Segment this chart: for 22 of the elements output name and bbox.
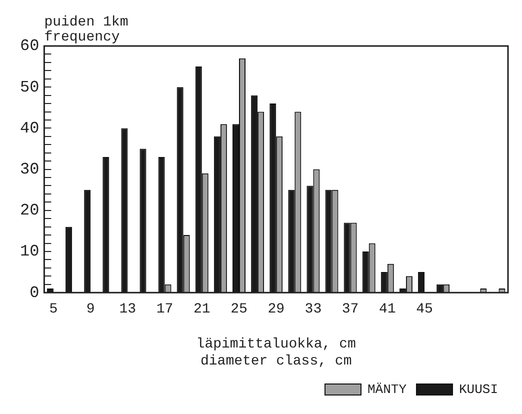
x-tick-label: 29 [268, 302, 285, 318]
y-tick-label: 50 [20, 78, 40, 96]
x-tick-label: 13 [119, 302, 136, 318]
x-tick-label: 45 [416, 302, 433, 318]
y-tick-label: 60 [20, 37, 40, 56]
y-tick-label: 20 [20, 202, 40, 220]
legend-label: MÄNTY [367, 382, 407, 397]
x-tick-label: 33 [304, 302, 322, 318]
y-tick-label: 30 [20, 160, 40, 179]
y-tick-label: 40 [20, 119, 40, 138]
y-axis-title: puiden 1km frequency [44, 14, 128, 46]
x-axis-title: läpimittaluokka, cm diameter class, cm [196, 336, 356, 370]
x-tick-label: 17 [156, 302, 174, 318]
x-tick-label: 9 [86, 302, 95, 318]
x-tick-label: 5 [49, 302, 58, 318]
y-tick-label: 0 [30, 284, 40, 302]
x-tick-label: 25 [230, 302, 248, 318]
x-tick-label: 21 [193, 302, 210, 318]
x-tick-label: 37 [342, 302, 359, 318]
y-tick-label: 10 [20, 242, 40, 261]
x-tick-label: 41 [379, 302, 396, 318]
legend-label: KUUSI [458, 382, 498, 397]
